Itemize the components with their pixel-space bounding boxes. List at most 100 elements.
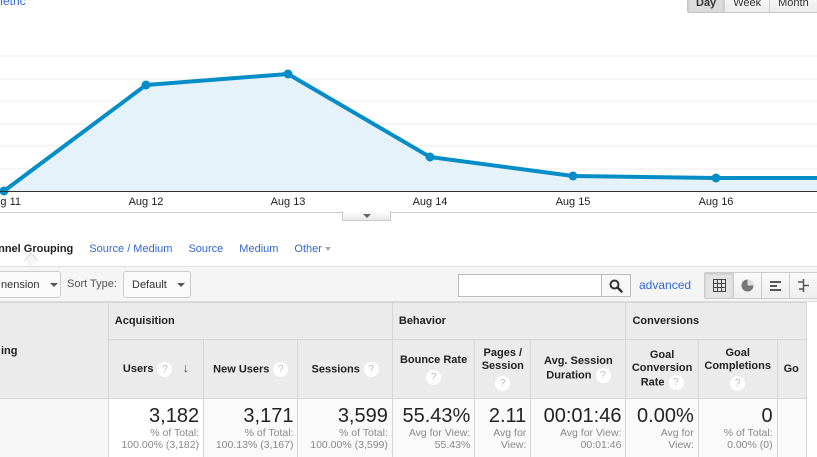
total-cell: 3,182% of Total: 100.00% (3,182) [107,398,205,457]
total-detail: View: [500,439,527,451]
total-detail: 0.00% (0) [727,439,773,451]
total-value: 3,171 [243,405,294,427]
total-value: 0 [761,405,773,427]
sort-type-dropdown[interactable]: Default [123,271,191,298]
tab-default-channel-grouping[interactable]: annel Grouping [0,243,73,255]
table-search-input[interactable] [458,274,602,297]
search-icon [609,279,623,293]
primary-dimension-tabs: annel Grouping Source / Medium Source Me… [0,243,347,255]
sort-type-value: Default [132,278,167,291]
column-header-users[interactable]: Users? ↓ [107,339,205,399]
total-detail: 100.13% (3,167) [215,439,294,451]
x-tick: Aug 16 [698,196,734,208]
total-detail: 100.00% (3,599) [310,439,388,451]
month-button[interactable]: Month [769,0,817,12]
column-label: Goal Conversion Rate [631,348,693,388]
totals-row: 3,182% of Total: 100.00% (3,182) 3,171% o… [0,398,808,457]
help-icon[interactable]: ? [363,361,379,377]
column-header-bounce-rate[interactable]: Bounce Rate? [391,339,476,399]
column-label: Bounce Rate [399,353,468,366]
report-table: ing Acquisition Behavior Conversions Use… [0,302,808,457]
search-button[interactable] [601,274,631,297]
chevron-down-icon [176,282,185,287]
granularity-toggle: Day Week Month [687,0,817,13]
total-cell: 3,599% of Total: 100.00% (3,599) [297,398,393,457]
column-header-goal-completions[interactable]: Goal Completions? [697,339,778,399]
area-fill [4,74,817,191]
bar-view-button[interactable] [761,273,789,298]
total-cell: 0.00% Avg for View: [625,398,699,457]
dimension-header[interactable]: ing [0,302,109,399]
tab-other-label: Other [294,243,322,255]
column-header-new-users[interactable]: New Users? [203,339,299,399]
total-cell [776,398,808,457]
table-toolbar: nension Sort Type: Default advanced [0,266,817,302]
column-header-goal-conversion-rate[interactable]: Goal Conversion Rate? [625,339,699,399]
tab-other[interactable]: Other [294,243,331,255]
tab-source[interactable]: Source [188,243,224,255]
comparison-view-button[interactable] [789,273,817,298]
column-label: Sessions [311,362,360,375]
select-metric-link[interactable]: Metric [0,0,26,8]
help-icon[interactable]: ? [426,369,442,385]
day-button[interactable]: Day [688,0,725,12]
total-detail: 00:01:46 [580,439,622,451]
total-cell: 0% of Total: 0.00% (0) [697,398,778,457]
group-header-acquisition: Acquisition [107,302,393,340]
week-button[interactable]: Week [724,0,770,12]
help-icon[interactable]: ? [157,361,173,377]
total-caption: Avg for View: [559,427,622,439]
total-cell: 00:01:46 Avg for View: 00:01:46 [530,398,627,457]
bar-chart-icon [770,280,781,291]
x-tick: Aug 13 [270,196,306,208]
table-view-button[interactable] [705,273,733,298]
total-value: 55.43% [402,405,471,427]
total-value: 00:01:46 [543,405,622,427]
chart-divider [0,212,817,213]
tab-source-medium[interactable]: Source / Medium [89,243,173,255]
total-caption: Avg for View: [408,427,471,439]
help-icon[interactable]: ? [273,361,289,377]
column-header-sessions[interactable]: Sessions? [297,339,393,399]
totals-label-cell [0,398,109,457]
column-header-goal-value[interactable]: Go [776,339,808,399]
total-cell: 3,171% of Total: 100.13% (3,167) [203,398,299,457]
sort-type-label: Sort Type: [67,278,117,290]
column-header-avg-session-duration[interactable]: Avg. Session Duration? [530,339,627,399]
x-tick: Aug 12 [128,196,164,208]
grid-icon [712,279,726,292]
column-label: Pages / Session [481,347,524,372]
column-label: Avg. Session Duration [544,355,613,382]
pie-view-button[interactable] [733,273,761,298]
view-toggle [704,272,817,299]
total-value: 3,599 [337,405,388,427]
x-tick: Aug 15 [555,196,591,208]
total-detail: View: [668,439,694,451]
column-header-pages-per-session[interactable]: Pages / Session? [474,339,532,399]
total-cell: 55.43% Avg for View: 55.43% [391,398,476,457]
total-caption: % of Total: [150,427,200,439]
help-icon[interactable]: ? [495,376,511,391]
group-header-behavior: Behavior [391,302,627,340]
total-caption: Avg for [493,427,527,439]
help-icon[interactable]: ? [668,374,684,390]
chevron-down-icon [362,213,371,218]
line-chart [0,40,817,212]
help-icon[interactable]: ? [595,368,611,383]
total-value: 2.11 [488,405,527,427]
secondary-dimension-label: nension [1,278,40,291]
help-icon[interactable]: ? [730,376,746,391]
secondary-dimension-dropdown[interactable]: nension [0,271,61,298]
column-label: Goal Completions [704,347,771,372]
group-header-conversions: Conversions [625,302,807,340]
collapse-chart-toggle[interactable] [342,211,391,221]
comparison-icon [798,279,809,292]
tab-medium[interactable]: Medium [239,243,279,255]
total-caption: % of Total: [723,427,773,439]
x-tick: Aug 14 [412,196,448,208]
chart-svg [0,55,817,196]
total-cell: 2.11 Avg for View: [474,398,532,457]
advanced-filter-link[interactable]: advanced [639,278,692,292]
total-detail: 55.43% [434,439,471,451]
total-caption: % of Total: [339,427,388,439]
